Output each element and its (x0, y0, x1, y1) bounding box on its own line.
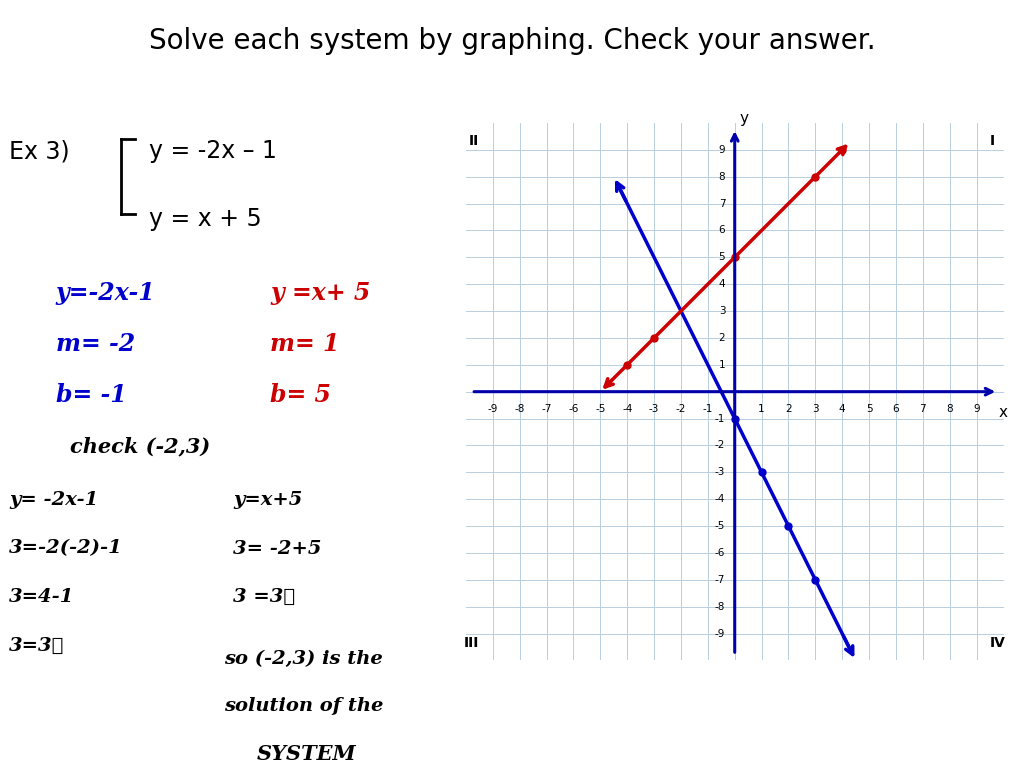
Text: -2: -2 (676, 404, 686, 414)
Text: y =x+ 5: y =x+ 5 (270, 281, 371, 306)
Text: II: II (469, 134, 479, 147)
Text: -4: -4 (715, 494, 725, 505)
Text: y: y (739, 111, 749, 125)
Text: 3=-2(-2)-1: 3=-2(-2)-1 (9, 540, 123, 558)
Text: y= -2x-1: y= -2x-1 (9, 491, 98, 509)
Text: 9: 9 (719, 144, 725, 155)
Text: y = -2x – 1: y = -2x – 1 (150, 140, 276, 164)
Text: so (-2,3) is the: so (-2,3) is the (223, 650, 382, 667)
Text: I: I (990, 134, 995, 147)
Text: 6: 6 (893, 404, 899, 414)
Text: 4: 4 (719, 279, 725, 290)
Text: -4: -4 (622, 404, 633, 414)
Text: 3: 3 (812, 404, 818, 414)
Text: 3 =3✓: 3 =3✓ (233, 588, 295, 606)
Text: -6: -6 (568, 404, 579, 414)
Text: m= -2: m= -2 (56, 332, 135, 356)
Text: -9: -9 (715, 628, 725, 639)
Text: 7: 7 (920, 404, 926, 414)
Text: 1: 1 (719, 359, 725, 370)
Text: 5: 5 (866, 404, 872, 414)
Text: -3: -3 (715, 467, 725, 478)
Text: y=-2x-1: y=-2x-1 (56, 281, 156, 306)
Text: III: III (464, 636, 479, 650)
Text: y=x+5: y=x+5 (233, 491, 302, 509)
Text: 3=4-1: 3=4-1 (9, 588, 75, 606)
Text: 3: 3 (719, 306, 725, 316)
Text: 3= -2+5: 3= -2+5 (233, 540, 322, 558)
Text: 1: 1 (759, 404, 765, 414)
Text: -8: -8 (514, 404, 525, 414)
Text: 7: 7 (719, 198, 725, 209)
Text: -2: -2 (715, 440, 725, 451)
Text: -1: -1 (702, 404, 713, 414)
Text: y = x + 5: y = x + 5 (150, 207, 262, 231)
Text: b= 5: b= 5 (270, 382, 331, 407)
Text: -5: -5 (595, 404, 605, 414)
Text: -8: -8 (715, 601, 725, 612)
Text: -7: -7 (715, 574, 725, 585)
Text: Ex 3): Ex 3) (9, 140, 70, 164)
Text: IV: IV (990, 636, 1006, 650)
Text: 9: 9 (974, 404, 980, 414)
Text: Solve each system by graphing. Check your answer.: Solve each system by graphing. Check you… (148, 27, 876, 55)
Text: 2: 2 (719, 333, 725, 343)
Text: m= 1: m= 1 (270, 332, 340, 356)
Text: -9: -9 (487, 404, 498, 414)
Text: -5: -5 (715, 521, 725, 531)
Text: -7: -7 (542, 404, 552, 414)
Text: check (-2,3): check (-2,3) (70, 437, 210, 457)
Text: -6: -6 (715, 548, 725, 558)
Text: 5: 5 (719, 252, 725, 263)
Text: SYSTEM: SYSTEM (256, 744, 356, 764)
Text: 3=3✓: 3=3✓ (9, 637, 65, 655)
Text: 2: 2 (785, 404, 792, 414)
Text: 4: 4 (839, 404, 846, 414)
Text: 8: 8 (719, 171, 725, 182)
Text: 8: 8 (946, 404, 953, 414)
Text: x: x (999, 406, 1008, 420)
Text: -3: -3 (649, 404, 659, 414)
Text: 6: 6 (719, 225, 725, 236)
Text: b= -1: b= -1 (56, 382, 127, 407)
Text: solution of the: solution of the (223, 697, 383, 715)
Text: -1: -1 (715, 413, 725, 424)
